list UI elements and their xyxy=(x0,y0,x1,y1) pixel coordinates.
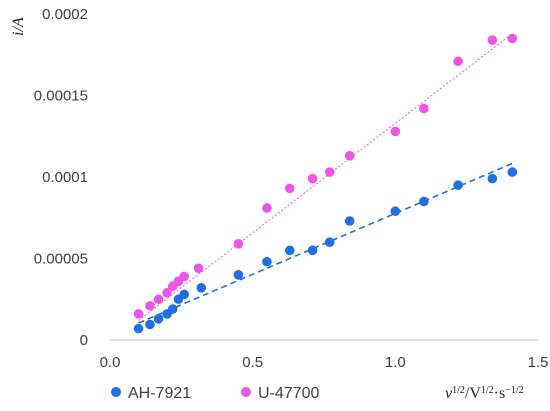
data-point-ah-7921 xyxy=(233,270,244,280)
data-point-u-47700 xyxy=(145,300,155,311)
data-point-u-47700 xyxy=(344,151,355,161)
data-point-u-47700 xyxy=(390,126,401,137)
data-point-ah-7921 xyxy=(133,323,144,334)
x-axis-label: ν1/2/V1/2·s−1/2 xyxy=(445,385,524,403)
data-point-ah-7921 xyxy=(167,304,178,314)
x-label-exp3: −1/2 xyxy=(505,385,523,396)
y-tick-labels: 0 0.00005 0.0001 0.00015 0.0002 xyxy=(34,6,88,349)
x-tick-label: 0.0 xyxy=(100,354,121,371)
data-point-u-47700 xyxy=(487,35,498,45)
data-point-ah-7921 xyxy=(507,167,518,177)
data-point-ah-7921 xyxy=(307,245,318,256)
y-axis-label: i/A xyxy=(10,17,27,36)
x-label-mid: /V xyxy=(465,385,481,402)
data-point-ah-7921 xyxy=(179,289,189,300)
data-point-ah-7921 xyxy=(196,283,207,293)
y-tick-label: 0.0002 xyxy=(42,6,88,23)
y-tick-label: 0 xyxy=(80,332,88,349)
data-point-ah-7921 xyxy=(284,245,295,256)
data-points xyxy=(133,33,518,334)
data-point-u-47700 xyxy=(507,33,518,44)
data-point-u-47700 xyxy=(284,183,295,194)
x-label-dot: ·s xyxy=(494,385,506,402)
x-tick-label: 1.0 xyxy=(385,354,406,371)
legend-marker-ah-7921 xyxy=(111,387,121,397)
y-tick-label: 0.0001 xyxy=(42,169,88,186)
x-tick-label: 0.5 xyxy=(242,354,263,371)
data-point-u-47700 xyxy=(262,203,272,213)
x-tick-labels: 0.0 0.5 1.0 1.5 xyxy=(100,354,549,371)
x-label-exp1: 1/2 xyxy=(452,385,465,396)
data-point-u-47700 xyxy=(324,167,335,177)
data-point-u-47700 xyxy=(193,263,204,274)
data-point-u-47700 xyxy=(179,271,189,282)
data-point-u-47700 xyxy=(419,103,429,114)
data-point-ah-7921 xyxy=(145,319,155,330)
data-point-u-47700 xyxy=(162,287,172,298)
legend-marker-u-47700 xyxy=(241,387,251,397)
data-point-u-47700 xyxy=(307,173,318,184)
data-point-ah-7921 xyxy=(153,314,164,324)
trendline-u-47700 xyxy=(138,33,513,321)
legend-label-ah-7921: AH-7921 xyxy=(128,385,191,402)
data-point-u-47700 xyxy=(233,239,244,249)
data-point-ah-7921 xyxy=(487,173,498,184)
data-point-ah-7921 xyxy=(324,237,335,247)
x-tick-label: 1.5 xyxy=(528,354,549,371)
data-point-u-47700 xyxy=(153,294,164,305)
data-point-ah-7921 xyxy=(390,206,401,217)
x-label-nu: ν xyxy=(445,385,453,402)
legend-label-u-47700: U-47700 xyxy=(258,385,319,402)
y-tick-label: 0.00005 xyxy=(34,251,88,268)
data-point-ah-7921 xyxy=(419,196,429,207)
y-tick-label: 0.00015 xyxy=(34,88,88,105)
data-point-ah-7921 xyxy=(262,256,272,267)
data-point-u-47700 xyxy=(133,309,144,319)
data-point-ah-7921 xyxy=(453,180,463,190)
trendlines xyxy=(138,33,513,324)
x-label-exp2: 1/2 xyxy=(481,385,494,396)
data-point-ah-7921 xyxy=(344,216,355,226)
legend: AH-7921 U-47700 xyxy=(111,385,319,402)
data-point-u-47700 xyxy=(453,56,463,67)
